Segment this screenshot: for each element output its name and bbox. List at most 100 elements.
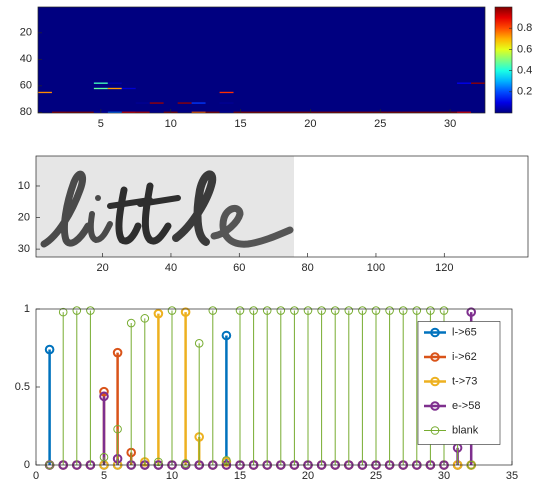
heatmap-cell	[457, 83, 471, 84]
heatmap-cell	[415, 92, 429, 93]
heatmap-cell	[471, 83, 485, 84]
legend-label: e->58	[452, 400, 480, 412]
x-tick-label: 30	[438, 470, 450, 482]
heatmap-cell	[164, 88, 178, 89]
heatmap-cell	[80, 88, 94, 89]
heatmap-cell	[234, 102, 248, 103]
x-tick-label: 80	[302, 262, 314, 274]
heatmap-cell	[234, 92, 248, 93]
heatmap-cell	[192, 92, 206, 93]
heatmap-cell	[150, 92, 164, 93]
heatmap-cell	[178, 92, 192, 93]
heatmap-cell	[94, 88, 108, 89]
heatmap-cell	[206, 92, 220, 93]
heatmap-cell	[136, 83, 150, 84]
heatmap-cell	[108, 92, 122, 93]
heatmap-cell	[248, 88, 262, 89]
heatmap-cell	[52, 88, 66, 89]
heatmap-cell	[66, 102, 80, 103]
heatmap-cell	[262, 83, 276, 84]
legend-label: blank	[452, 424, 479, 436]
heatmap-cell	[136, 102, 150, 103]
heatmap-cell	[192, 102, 206, 103]
heatmap-cell	[150, 83, 164, 84]
heatmap-cell	[206, 83, 220, 84]
colorbar-tick-label: 0.6	[517, 43, 532, 55]
heatmap-cell	[94, 83, 108, 84]
heatmap-cell	[289, 88, 303, 89]
heatmap-cell	[220, 83, 234, 84]
heatmap-cell	[303, 83, 317, 84]
heatmap-cell	[52, 102, 66, 103]
heatmap-cell	[108, 102, 122, 103]
heatmap-cell	[471, 92, 485, 93]
heatmap-cell	[248, 83, 262, 84]
heatmap-cell	[401, 92, 415, 93]
heatmap-cell	[457, 92, 471, 93]
colorbar-tick-label: 0.4	[517, 65, 532, 77]
heatmap-cell	[429, 88, 443, 89]
heatmap-cell	[359, 83, 373, 84]
heatmap-cell	[429, 102, 443, 103]
heatmap-cell	[443, 92, 457, 93]
heatmap-cell	[443, 88, 457, 89]
heatmap-cell	[234, 83, 248, 84]
handwriting-image	[36, 156, 294, 257]
x-tick-label: 5	[98, 118, 104, 130]
y-tick-label: 40	[20, 53, 32, 65]
heatmap-cell	[52, 83, 66, 84]
heatmap-cell	[401, 88, 415, 89]
heatmap-cell	[122, 83, 136, 84]
heatmap-cell	[317, 92, 331, 93]
heatmap-cell	[415, 102, 429, 103]
heatmap-cell	[136, 88, 150, 89]
colorbar-tick-label: 0.2	[517, 86, 532, 98]
x-tick-label: 60	[233, 262, 245, 274]
heatmap-cell	[289, 102, 303, 103]
heatmap-cell	[359, 102, 373, 103]
heatmap-cell	[38, 83, 52, 84]
heatmap-cell	[122, 88, 136, 89]
x-tick-label: 35	[506, 470, 518, 482]
x-tick-label: 15	[234, 118, 246, 130]
heatmap-cell	[373, 88, 387, 89]
legend-label: l->65	[452, 326, 477, 338]
heatmap-cell	[220, 102, 234, 103]
heatmap-cell	[457, 102, 471, 103]
heatmap-cell	[66, 83, 80, 84]
heatmap-cell	[262, 102, 276, 103]
heatmap-cell	[275, 92, 289, 93]
heatmap-cell	[401, 102, 415, 103]
heatmap-cell	[401, 83, 415, 84]
heatmap-cell	[248, 92, 262, 93]
x-tick-label: 40	[165, 262, 177, 274]
heatmap-cell	[345, 92, 359, 93]
heatmap-cell	[108, 83, 122, 84]
heatmap-cell	[80, 83, 94, 84]
heatmap-cell	[38, 92, 52, 93]
heatmap-cell	[345, 83, 359, 84]
heatmap-cell	[387, 92, 401, 93]
heatmap-cell	[275, 83, 289, 84]
colorbar	[495, 7, 512, 113]
y-tick-label: 20	[18, 211, 30, 223]
heatmap-cell	[387, 83, 401, 84]
x-tick-label: 100	[367, 262, 385, 274]
x-tick-label: 10	[166, 470, 178, 482]
heatmap-cell	[345, 102, 359, 103]
y-tick-label: 0	[24, 459, 30, 471]
heatmap-cell	[248, 102, 262, 103]
heatmap-cell	[66, 88, 80, 89]
colorbar-tick-label: 0.8	[517, 22, 532, 34]
heatmap-cell	[136, 92, 150, 93]
heatmap-cell	[164, 92, 178, 93]
heatmap-cell	[429, 92, 443, 93]
heatmap-cell	[387, 102, 401, 103]
heatmap-cell	[331, 92, 345, 93]
y-tick-label: 10	[18, 180, 30, 192]
heatmap-cell	[94, 92, 108, 93]
x-tick-label: 5	[101, 470, 107, 482]
heatmap-cell	[373, 92, 387, 93]
heatmap-cell	[122, 102, 136, 103]
heatmap-cell	[80, 102, 94, 103]
